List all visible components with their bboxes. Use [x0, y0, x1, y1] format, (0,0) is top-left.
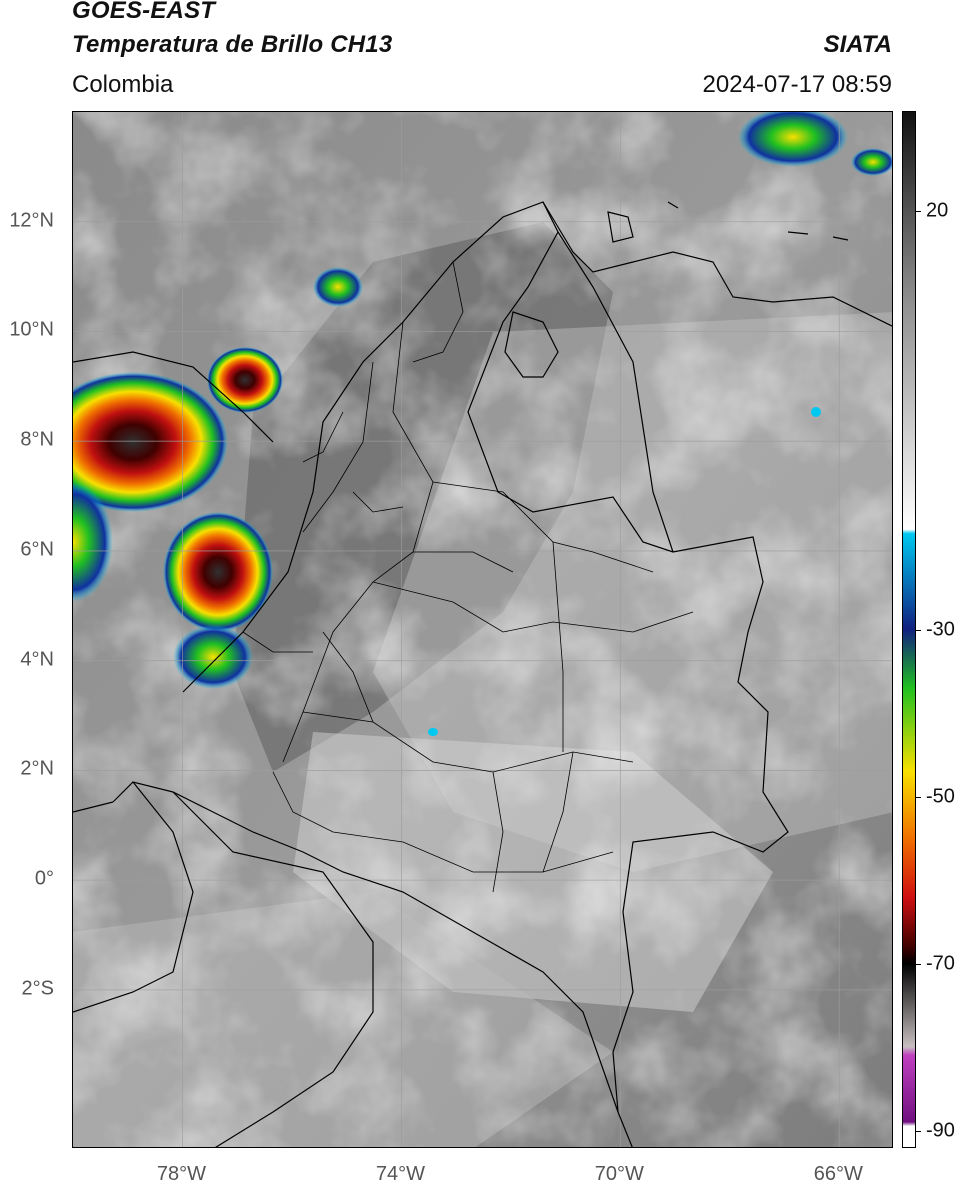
colorbar-tick-label: -90 [926, 1119, 955, 1142]
latitude-tick-label: 8°N [20, 428, 54, 451]
colorbar-tick-mark [916, 1131, 921, 1133]
department-border-14 [412, 261, 464, 363]
convective-cell-green-5 [851, 148, 892, 176]
storm-cell-central [163, 512, 273, 632]
latitude-tick-label: 2°S [21, 977, 54, 1000]
colorbar-tick-mark [916, 964, 921, 966]
colorbar [902, 111, 916, 1148]
convective-cell-green-3 [313, 267, 363, 307]
storm-cell-west [73, 372, 228, 512]
longitude-tick-label: 74°W [375, 1163, 425, 1185]
satellite-map[interactable] [72, 111, 893, 1148]
department-border-9 [542, 751, 574, 873]
department-border-10 [552, 541, 564, 752]
department-border-1 [282, 321, 434, 763]
longitude-tick-label: 78°W [156, 1163, 207, 1185]
convective-cell-green-4 [738, 112, 848, 167]
colorbar-tick-label: 20 [926, 199, 949, 222]
panama-coast [73, 351, 274, 813]
longitude-tick-label: 70°W [594, 1163, 644, 1185]
peru-border [172, 791, 374, 1147]
title-line-1: GOES-EAST [72, 0, 216, 24]
storm-cell-north [207, 347, 283, 413]
department-border-3 [372, 581, 694, 633]
convective-cell-green-1 [173, 625, 253, 689]
department-borders-layer [242, 261, 694, 893]
latitude-tick-label: 12°N [9, 209, 54, 232]
islands-north [607, 201, 849, 243]
region-label: Colombia [72, 71, 174, 98]
small-cold-spot-2 [811, 407, 821, 417]
boundaries-layer [73, 201, 892, 1147]
title-line-2: Temperatura de Brillo CH13 [72, 31, 393, 58]
longitude-tick-label: 66°W [813, 1163, 863, 1185]
colorbar-tick-label: -30 [926, 618, 955, 640]
colorbar-tick-mark [916, 211, 921, 213]
ecuador-coast [73, 781, 194, 1013]
department-border-6 [302, 361, 374, 533]
latitude-tick-label: 6°N [20, 538, 54, 561]
department-border-11 [322, 631, 374, 723]
timestamp-label: 2024-07-17 08:59 [702, 71, 893, 98]
colorbar-tick-mark [916, 796, 921, 798]
colorbar-tick-label: -50 [926, 785, 955, 808]
latitude-tick-label: 4°N [20, 648, 54, 671]
department-border-7 [302, 411, 404, 513]
convective-cell-green-2 [73, 482, 113, 602]
latitude-tick-label: 10°N [9, 318, 54, 341]
colorbar-tick-label: -70 [926, 952, 955, 975]
department-border-5 [302, 711, 634, 773]
map-gridlines [73, 112, 892, 1147]
latitude-tick-label: 2°N [20, 757, 54, 780]
colorbar-tick-mark [916, 629, 921, 631]
map-canvas [73, 112, 892, 1147]
small-cold-spot-1 [428, 728, 438, 736]
latitude-tick-label: 0° [34, 867, 54, 890]
venezuela-coast [542, 201, 892, 327]
colombia-border [112, 201, 789, 1113]
department-border-12 [272, 771, 614, 873]
department-border-13 [242, 631, 313, 653]
venezuela-border [557, 231, 674, 553]
organization-label: SIATA [823, 31, 892, 58]
brazil-border [617, 1111, 633, 1147]
department-border-4 [413, 551, 514, 573]
maracaibo-lake [504, 311, 559, 378]
